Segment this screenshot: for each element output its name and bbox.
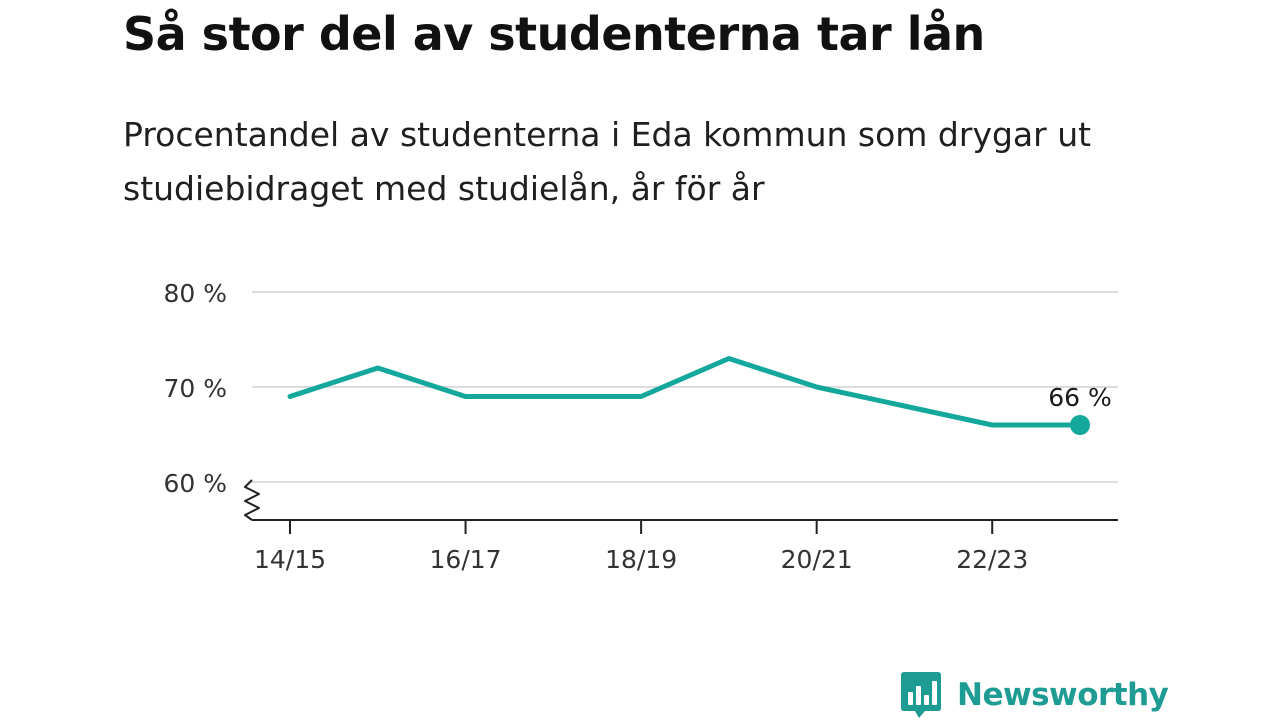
chart-title: Så stor del av studenterna tar lån	[123, 7, 985, 61]
y-tick-label: 70 %	[163, 374, 227, 403]
newsworthy-logo-icon	[901, 672, 941, 718]
x-axis	[244, 479, 1118, 534]
newsworthy-logo-text: Newsworthy	[957, 677, 1169, 713]
axis-break-marker	[244, 479, 260, 521]
y-tick-label: 80 %	[163, 279, 227, 308]
x-axis-tick-labels: 14/15 16/17 18/19 20/21 22/23	[254, 545, 1028, 574]
series-layer: 66 %	[287, 356, 1112, 435]
newsworthy-logo: Newsworthy	[901, 671, 1169, 719]
x-tick-label: 14/15	[254, 545, 326, 574]
x-tick-label: 18/19	[605, 545, 677, 574]
chart-subtitle: Procentandel av studenterna i Eda kommun…	[123, 115, 1092, 208]
series-line	[287, 356, 1083, 428]
end-point-marker	[1070, 415, 1090, 435]
end-value-label: 66 %	[1048, 383, 1112, 412]
y-tick-label: 60 %	[163, 469, 227, 498]
grid-lines	[252, 291, 1118, 483]
y-axis-tick-labels: 60 % 70 % 80 %	[163, 279, 227, 498]
x-tick-label: 16/17	[430, 545, 502, 574]
x-tick-label: 20/21	[781, 545, 853, 574]
x-tick-label: 22/23	[956, 545, 1028, 574]
